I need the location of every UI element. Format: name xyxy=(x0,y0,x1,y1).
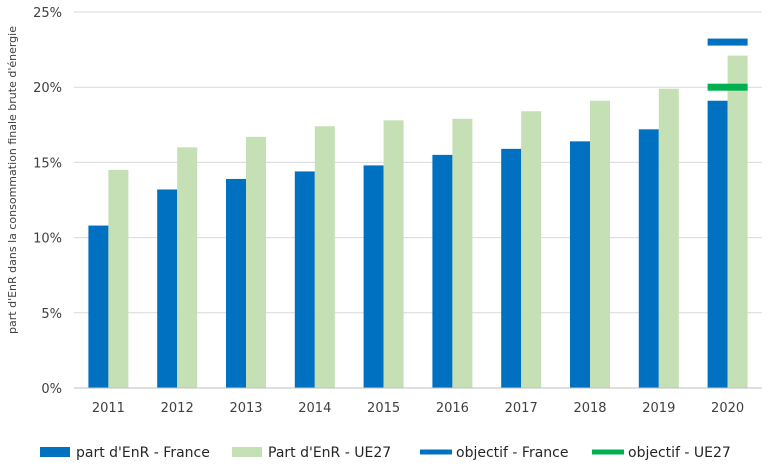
x-tick-label: 2011 xyxy=(92,401,125,416)
y-tick-label: 20% xyxy=(33,81,62,96)
bar-france xyxy=(157,189,178,388)
legend-label-objectif-ue27: objectif - UE27 xyxy=(628,445,731,461)
x-tick-label: 2020 xyxy=(711,401,744,416)
y-axis-label: part d'EnR dans la consommation finale b… xyxy=(6,26,19,334)
x-tick-label: 2018 xyxy=(573,401,606,416)
bar-ue27 xyxy=(658,88,679,388)
target-marker-france xyxy=(707,38,748,46)
legend-swatch-objectif-france xyxy=(420,449,452,455)
bar-france xyxy=(501,148,522,388)
bar-france xyxy=(432,154,453,388)
bar-france xyxy=(570,141,590,388)
target-markers xyxy=(707,38,748,91)
x-tick-label: 2012 xyxy=(161,401,194,416)
legend-label-france: part d'EnR - France xyxy=(76,445,210,461)
bar-ue27 xyxy=(521,111,542,388)
legend-swatch-ue27 xyxy=(232,447,262,457)
target-marker-ue27 xyxy=(707,83,748,91)
bar-ue27 xyxy=(108,169,129,388)
bar-france xyxy=(226,178,246,388)
legend: part d'EnR - France Part d'EnR - UE27 obje… xyxy=(40,445,731,461)
bar-france xyxy=(638,129,659,388)
x-tick-label: 2015 xyxy=(367,401,400,416)
x-tick-label: 2013 xyxy=(229,401,262,416)
bar-ue27 xyxy=(383,120,404,389)
legend-swatch-france xyxy=(40,447,70,457)
y-tick-label: 0% xyxy=(41,382,62,397)
bar-ue27 xyxy=(314,126,335,388)
x-tick-label: 2019 xyxy=(642,401,675,416)
y-tick-label: 25% xyxy=(33,6,62,21)
legend-label-objectif-france: objectif - France xyxy=(456,445,568,461)
bar-france xyxy=(88,225,109,388)
bar-ue27 xyxy=(590,100,610,389)
y-tick-label: 5% xyxy=(41,307,62,322)
bar-france xyxy=(363,165,384,388)
bar-france xyxy=(294,171,315,388)
bar-france xyxy=(707,100,728,389)
axes: 0% 5% 10% 15% 20% 25% 2011 2012 2013 2014 2015 2016… xyxy=(33,6,762,416)
x-tick-label: 2016 xyxy=(436,401,469,416)
y-tick-label: 15% xyxy=(33,156,62,171)
bar-ue27 xyxy=(452,118,473,388)
bar-ue27 xyxy=(246,136,266,388)
legend-label-ue27: Part d'EnR - UE27 xyxy=(268,445,391,461)
bars xyxy=(88,55,748,389)
bar-ue27 xyxy=(177,147,198,388)
legend-swatch-objectif-ue27 xyxy=(592,449,624,455)
x-tick-label: 2014 xyxy=(298,401,331,416)
y-tick-label: 10% xyxy=(33,232,62,247)
bar-ue27 xyxy=(727,55,748,389)
x-tick-label: 2017 xyxy=(505,401,538,416)
